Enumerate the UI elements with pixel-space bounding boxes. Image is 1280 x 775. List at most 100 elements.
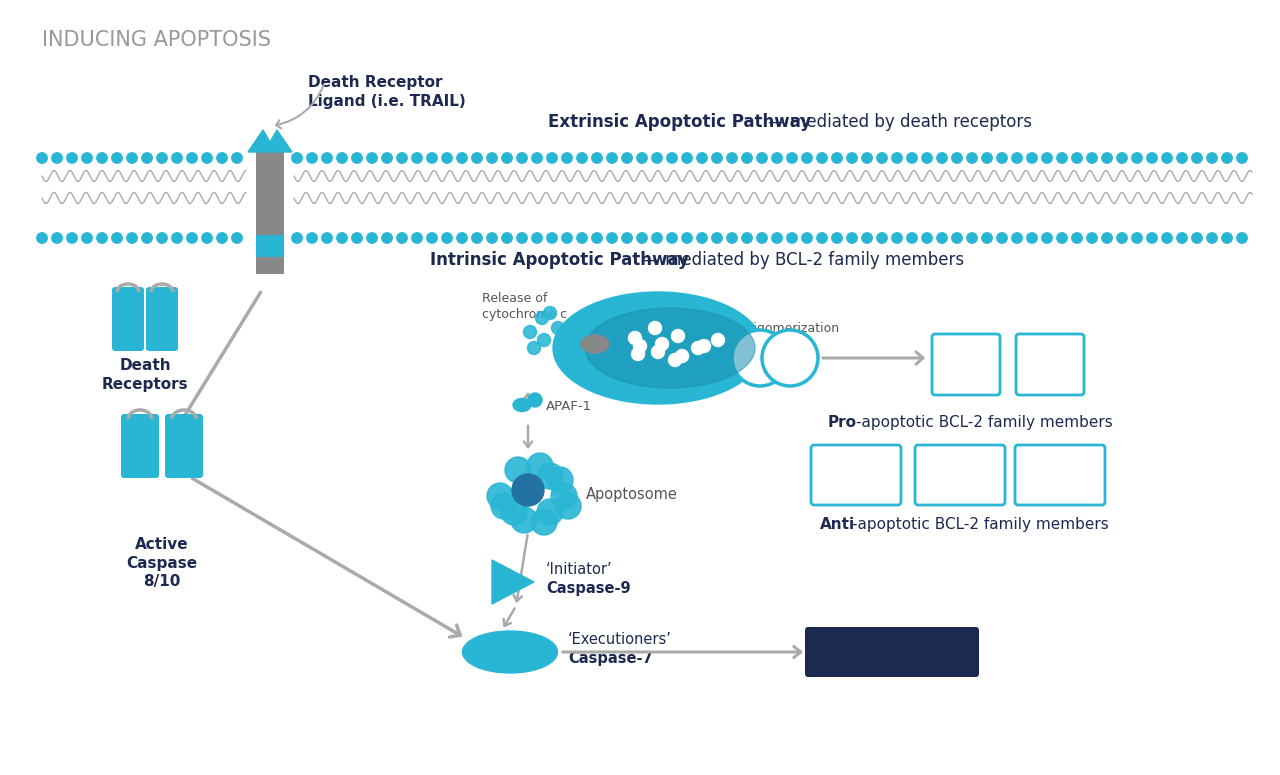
Circle shape [531,153,543,164]
Polygon shape [492,560,534,604]
Circle shape [682,232,692,243]
Circle shape [531,232,543,243]
Circle shape [1011,153,1023,164]
Circle shape [832,232,842,243]
Circle shape [381,232,392,243]
Circle shape [502,153,512,164]
Circle shape [1087,153,1097,164]
Circle shape [307,153,317,164]
Circle shape [922,232,932,243]
Circle shape [82,232,92,243]
Circle shape [1027,153,1037,164]
Circle shape [607,153,617,164]
Circle shape [1027,232,1037,243]
Circle shape [1011,232,1023,243]
Text: BAX: BAX [774,351,806,365]
Circle shape [591,153,602,164]
Circle shape [216,232,228,243]
Circle shape [1042,153,1052,164]
FancyBboxPatch shape [265,235,275,257]
Circle shape [367,153,378,164]
Circle shape [742,153,753,164]
Circle shape [1147,153,1157,164]
Text: Death
Receptors: Death Receptors [101,358,188,391]
Text: MCL-1: MCL-1 [1034,469,1087,484]
FancyBboxPatch shape [265,145,275,274]
FancyBboxPatch shape [274,235,284,257]
Circle shape [877,232,887,243]
Circle shape [527,453,553,479]
Circle shape [67,232,77,243]
Circle shape [817,153,827,164]
Circle shape [67,153,77,164]
Circle shape [352,153,362,164]
Circle shape [552,322,564,335]
FancyBboxPatch shape [113,287,143,351]
Text: Anti: Anti [820,517,855,532]
Circle shape [1162,153,1172,164]
Text: Death Receptor
Ligand (i.e. TRAIL): Death Receptor Ligand (i.e. TRAIL) [308,75,466,108]
Circle shape [937,153,947,164]
Circle shape [1057,232,1068,243]
Circle shape [982,153,992,164]
Circle shape [937,232,947,243]
Circle shape [1207,232,1217,243]
Circle shape [157,153,168,164]
Circle shape [652,153,662,164]
FancyBboxPatch shape [915,445,1005,505]
Circle shape [412,153,422,164]
Text: BCL-X: BCL-X [827,469,877,484]
Circle shape [486,232,497,243]
Circle shape [502,232,512,243]
Circle shape [682,153,692,164]
Circle shape [531,509,557,535]
Text: Extrinsic Apoptotic Pathway: Extrinsic Apoptotic Pathway [548,113,812,131]
Circle shape [412,232,422,243]
Circle shape [556,333,568,346]
Circle shape [97,232,108,243]
Circle shape [1192,232,1202,243]
Text: Pro: Pro [828,415,858,430]
Circle shape [1057,153,1068,164]
Circle shape [1236,153,1247,164]
Ellipse shape [462,631,558,673]
Text: L: L [881,462,887,472]
Circle shape [787,232,797,243]
Text: BCL-2: BCL-2 [936,469,984,484]
Ellipse shape [553,292,763,404]
FancyBboxPatch shape [1015,445,1105,505]
Circle shape [847,232,858,243]
Circle shape [82,153,92,164]
Circle shape [529,393,541,407]
Circle shape [562,153,572,164]
Text: Release of
cytochrome c: Release of cytochrome c [483,292,567,321]
Circle shape [922,153,932,164]
Circle shape [732,330,788,386]
Circle shape [367,232,378,243]
Circle shape [426,232,438,243]
Circle shape [1042,232,1052,243]
Circle shape [966,232,977,243]
Circle shape [997,232,1007,243]
FancyBboxPatch shape [256,145,266,274]
Circle shape [1176,153,1188,164]
Circle shape [352,232,362,243]
Circle shape [486,483,513,509]
Circle shape [216,153,228,164]
Circle shape [676,350,689,363]
Circle shape [527,342,540,354]
Circle shape [321,232,333,243]
FancyBboxPatch shape [1016,334,1084,395]
Circle shape [787,153,797,164]
Circle shape [952,153,963,164]
Circle shape [486,153,497,164]
Circle shape [37,232,47,243]
Circle shape [667,232,677,243]
Circle shape [628,332,641,345]
Ellipse shape [513,398,531,412]
Circle shape [511,507,538,533]
Circle shape [142,232,152,243]
Circle shape [142,153,152,164]
Circle shape [727,232,737,243]
Circle shape [1176,232,1188,243]
